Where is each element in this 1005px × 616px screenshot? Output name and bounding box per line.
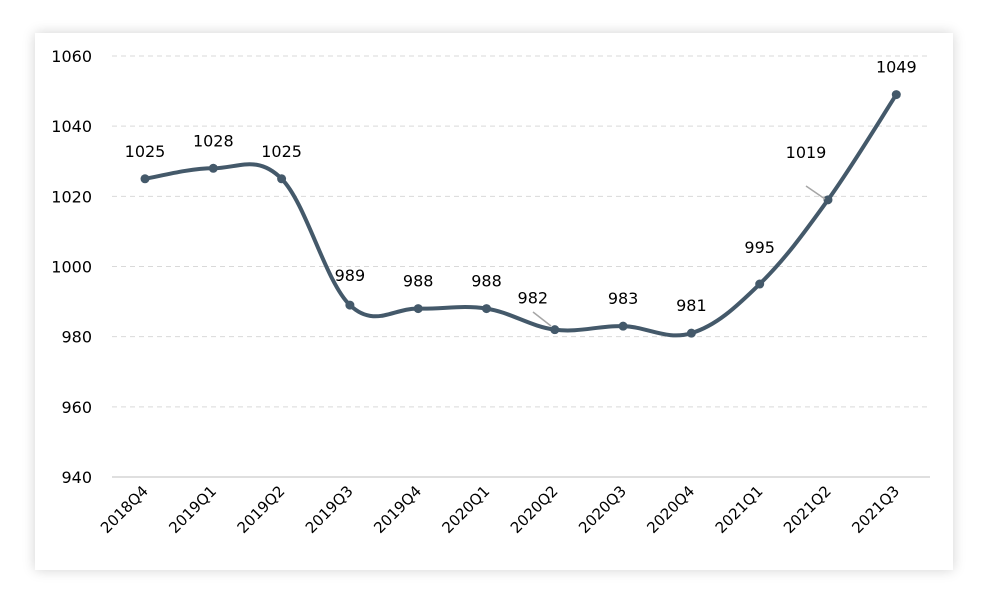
x-tick-label: 2019Q4 xyxy=(370,482,425,537)
data-point xyxy=(618,321,628,331)
data-label: 981 xyxy=(676,296,707,315)
data-point xyxy=(550,325,560,335)
data-point xyxy=(140,174,150,184)
data-point xyxy=(277,174,287,184)
data-point xyxy=(482,304,491,314)
data-label: 1025 xyxy=(125,142,166,161)
data-point xyxy=(891,90,901,100)
data-label: 1025 xyxy=(261,142,302,161)
leader-line xyxy=(532,311,552,327)
data-label: 1049 xyxy=(876,58,917,77)
x-tick-label: 2018Q4 xyxy=(97,482,152,537)
data-label: 982 xyxy=(518,289,549,308)
x-tick-label: 2021Q2 xyxy=(780,482,835,537)
data-point xyxy=(413,304,423,314)
data-point xyxy=(755,279,765,289)
data-label: 995 xyxy=(744,238,775,257)
data-point xyxy=(345,300,355,310)
x-tick-label: 2020Q2 xyxy=(507,482,562,537)
x-tick-label: 2019Q3 xyxy=(302,482,357,537)
x-tick-label: 2020Q1 xyxy=(439,482,494,537)
data-label: 988 xyxy=(403,272,434,291)
y-tick-label: 980 xyxy=(61,328,92,347)
x-tick-label: 2020Q4 xyxy=(643,482,698,537)
leader-line xyxy=(805,185,826,200)
y-tick-label: 1020 xyxy=(51,187,92,206)
y-tick-label: 1040 xyxy=(51,117,92,136)
data-label: 1019 xyxy=(786,143,827,162)
y-tick-label: 960 xyxy=(61,398,92,417)
x-tick-label: 2021Q1 xyxy=(712,482,767,537)
x-tick-label: 2020Q3 xyxy=(575,482,630,537)
y-tick-label: 940 xyxy=(61,468,92,487)
data-label: 983 xyxy=(608,289,639,308)
data-point xyxy=(686,328,696,338)
y-tick-label: 1000 xyxy=(51,258,92,277)
chart-card xyxy=(35,33,953,570)
data-label: 1028 xyxy=(193,131,234,150)
x-tick-label: 2019Q1 xyxy=(165,482,220,537)
data-point xyxy=(208,163,218,173)
x-tick-label: 2021Q3 xyxy=(848,482,903,537)
data-label: 989 xyxy=(335,266,366,285)
x-tick-label: 2019Q2 xyxy=(234,482,289,537)
y-tick-label: 1060 xyxy=(51,47,92,66)
data-label: 988 xyxy=(471,272,502,291)
data-point xyxy=(823,195,833,205)
